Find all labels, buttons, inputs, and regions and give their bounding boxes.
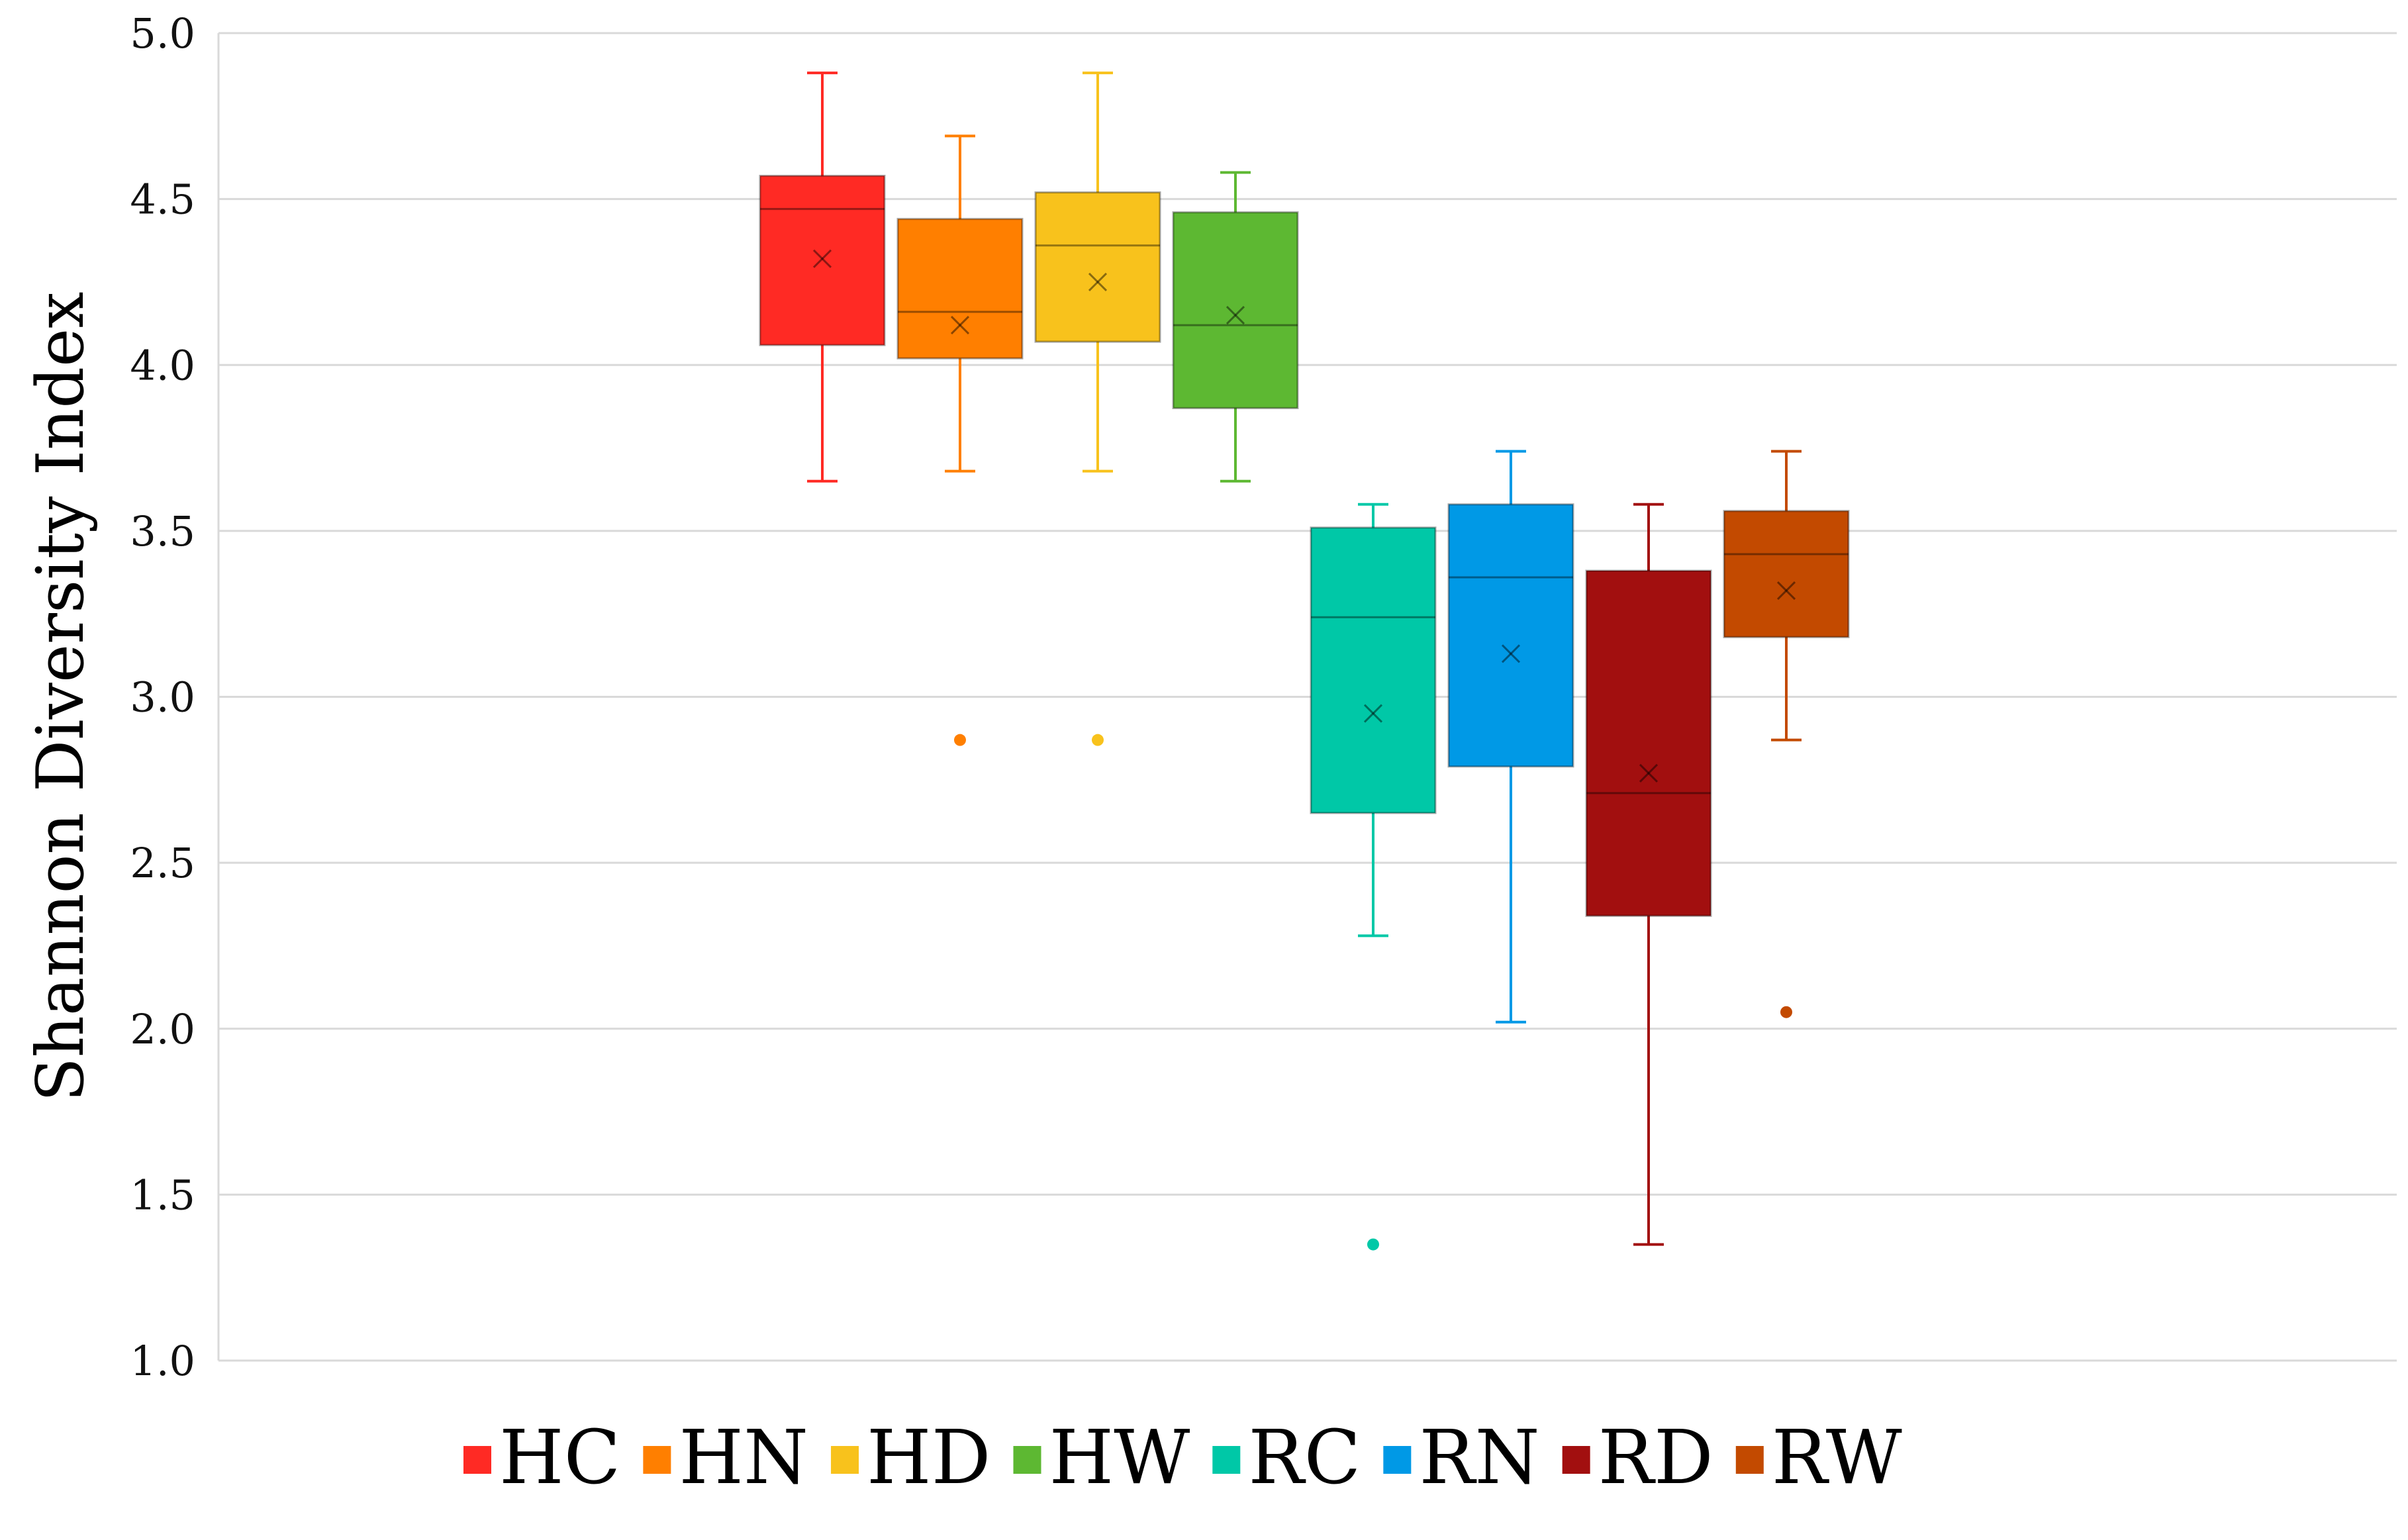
iqr-box — [759, 175, 886, 346]
legend-label-rc: RC — [1248, 1415, 1361, 1501]
y-tick-label: 2.5 — [130, 839, 195, 887]
iqr-box — [896, 218, 1024, 360]
mean-marker — [1501, 644, 1521, 663]
y-tick-label: 4.5 — [130, 175, 195, 224]
legend-label-hw: HW — [1049, 1415, 1190, 1501]
box-hn — [896, 134, 1024, 746]
outlier-point — [1367, 1238, 1379, 1251]
y-tick-label: 3.0 — [130, 673, 195, 722]
mean-marker — [1776, 581, 1796, 601]
y-axis: 1.0 1.5 2.0 2.5 3.0 3.5 4.0 4.5 5.0 — [130, 9, 220, 1385]
mean-marker — [1088, 272, 1108, 291]
outlier-point — [1780, 1006, 1792, 1018]
legend-label-hc: HC — [499, 1415, 620, 1501]
legend: HC HN HD HW RC RN RD RW — [463, 1415, 1902, 1501]
mean-marker — [1088, 272, 1108, 291]
legend-swatch-hd — [831, 1446, 859, 1474]
legend-label-rn: RN — [1419, 1415, 1539, 1501]
legend-label-rd: RD — [1598, 1415, 1713, 1501]
mean-marker — [950, 316, 970, 335]
box-rw — [1723, 450, 1850, 1018]
legend-label-hd: HD — [867, 1415, 990, 1501]
gridlines — [218, 32, 2397, 1362]
legend-swatch-rd — [1562, 1446, 1590, 1474]
mean-marker — [1226, 306, 1245, 325]
mean-marker — [1226, 306, 1245, 325]
y-tick-label: 5.0 — [130, 9, 195, 58]
y-tick-label: 2.0 — [130, 1005, 195, 1053]
box-hc — [759, 72, 886, 483]
y-tick-label: 1.5 — [130, 1171, 195, 1219]
box-hw — [1172, 171, 1299, 483]
legend-swatch-hc — [463, 1446, 491, 1474]
mean-marker — [1363, 704, 1383, 723]
box-rn — [1447, 450, 1574, 1024]
y-tick-label: 3.5 — [130, 507, 195, 555]
legend-swatch-hw — [1013, 1446, 1041, 1474]
y-tick-label: 4.0 — [130, 341, 195, 389]
iqr-box — [1585, 569, 1712, 917]
box-hd — [1034, 72, 1161, 746]
legend-swatch-rw — [1735, 1446, 1764, 1474]
iqr-box — [1723, 510, 1850, 638]
iqr-box — [1034, 191, 1161, 343]
iqr-box — [1172, 211, 1299, 409]
y-tick-label: 1.0 — [130, 1337, 195, 1385]
outlier-point — [954, 734, 966, 746]
legend-swatch-rn — [1383, 1446, 1412, 1474]
mean-marker — [1776, 581, 1796, 601]
legend-label-hn: HN — [679, 1415, 808, 1501]
iqr-box — [1447, 503, 1574, 768]
y-axis-title: Shannon Diversity Index — [23, 292, 99, 1102]
legend-swatch-hn — [643, 1446, 671, 1474]
outlier-point — [1092, 734, 1104, 746]
legend-swatch-rc — [1212, 1446, 1241, 1474]
mean-marker — [1639, 763, 1659, 783]
legend-label-rw: RW — [1772, 1415, 1902, 1501]
box-rd — [1585, 503, 1712, 1246]
mean-marker — [950, 316, 970, 335]
mean-marker — [1501, 644, 1521, 663]
boxes — [759, 72, 1850, 1251]
iqr-box — [1310, 526, 1437, 814]
mean-marker — [1639, 763, 1659, 783]
mean-marker — [812, 249, 832, 268]
mean-marker — [812, 249, 832, 268]
mean-marker — [1363, 704, 1383, 723]
box-rc — [1310, 503, 1437, 1251]
